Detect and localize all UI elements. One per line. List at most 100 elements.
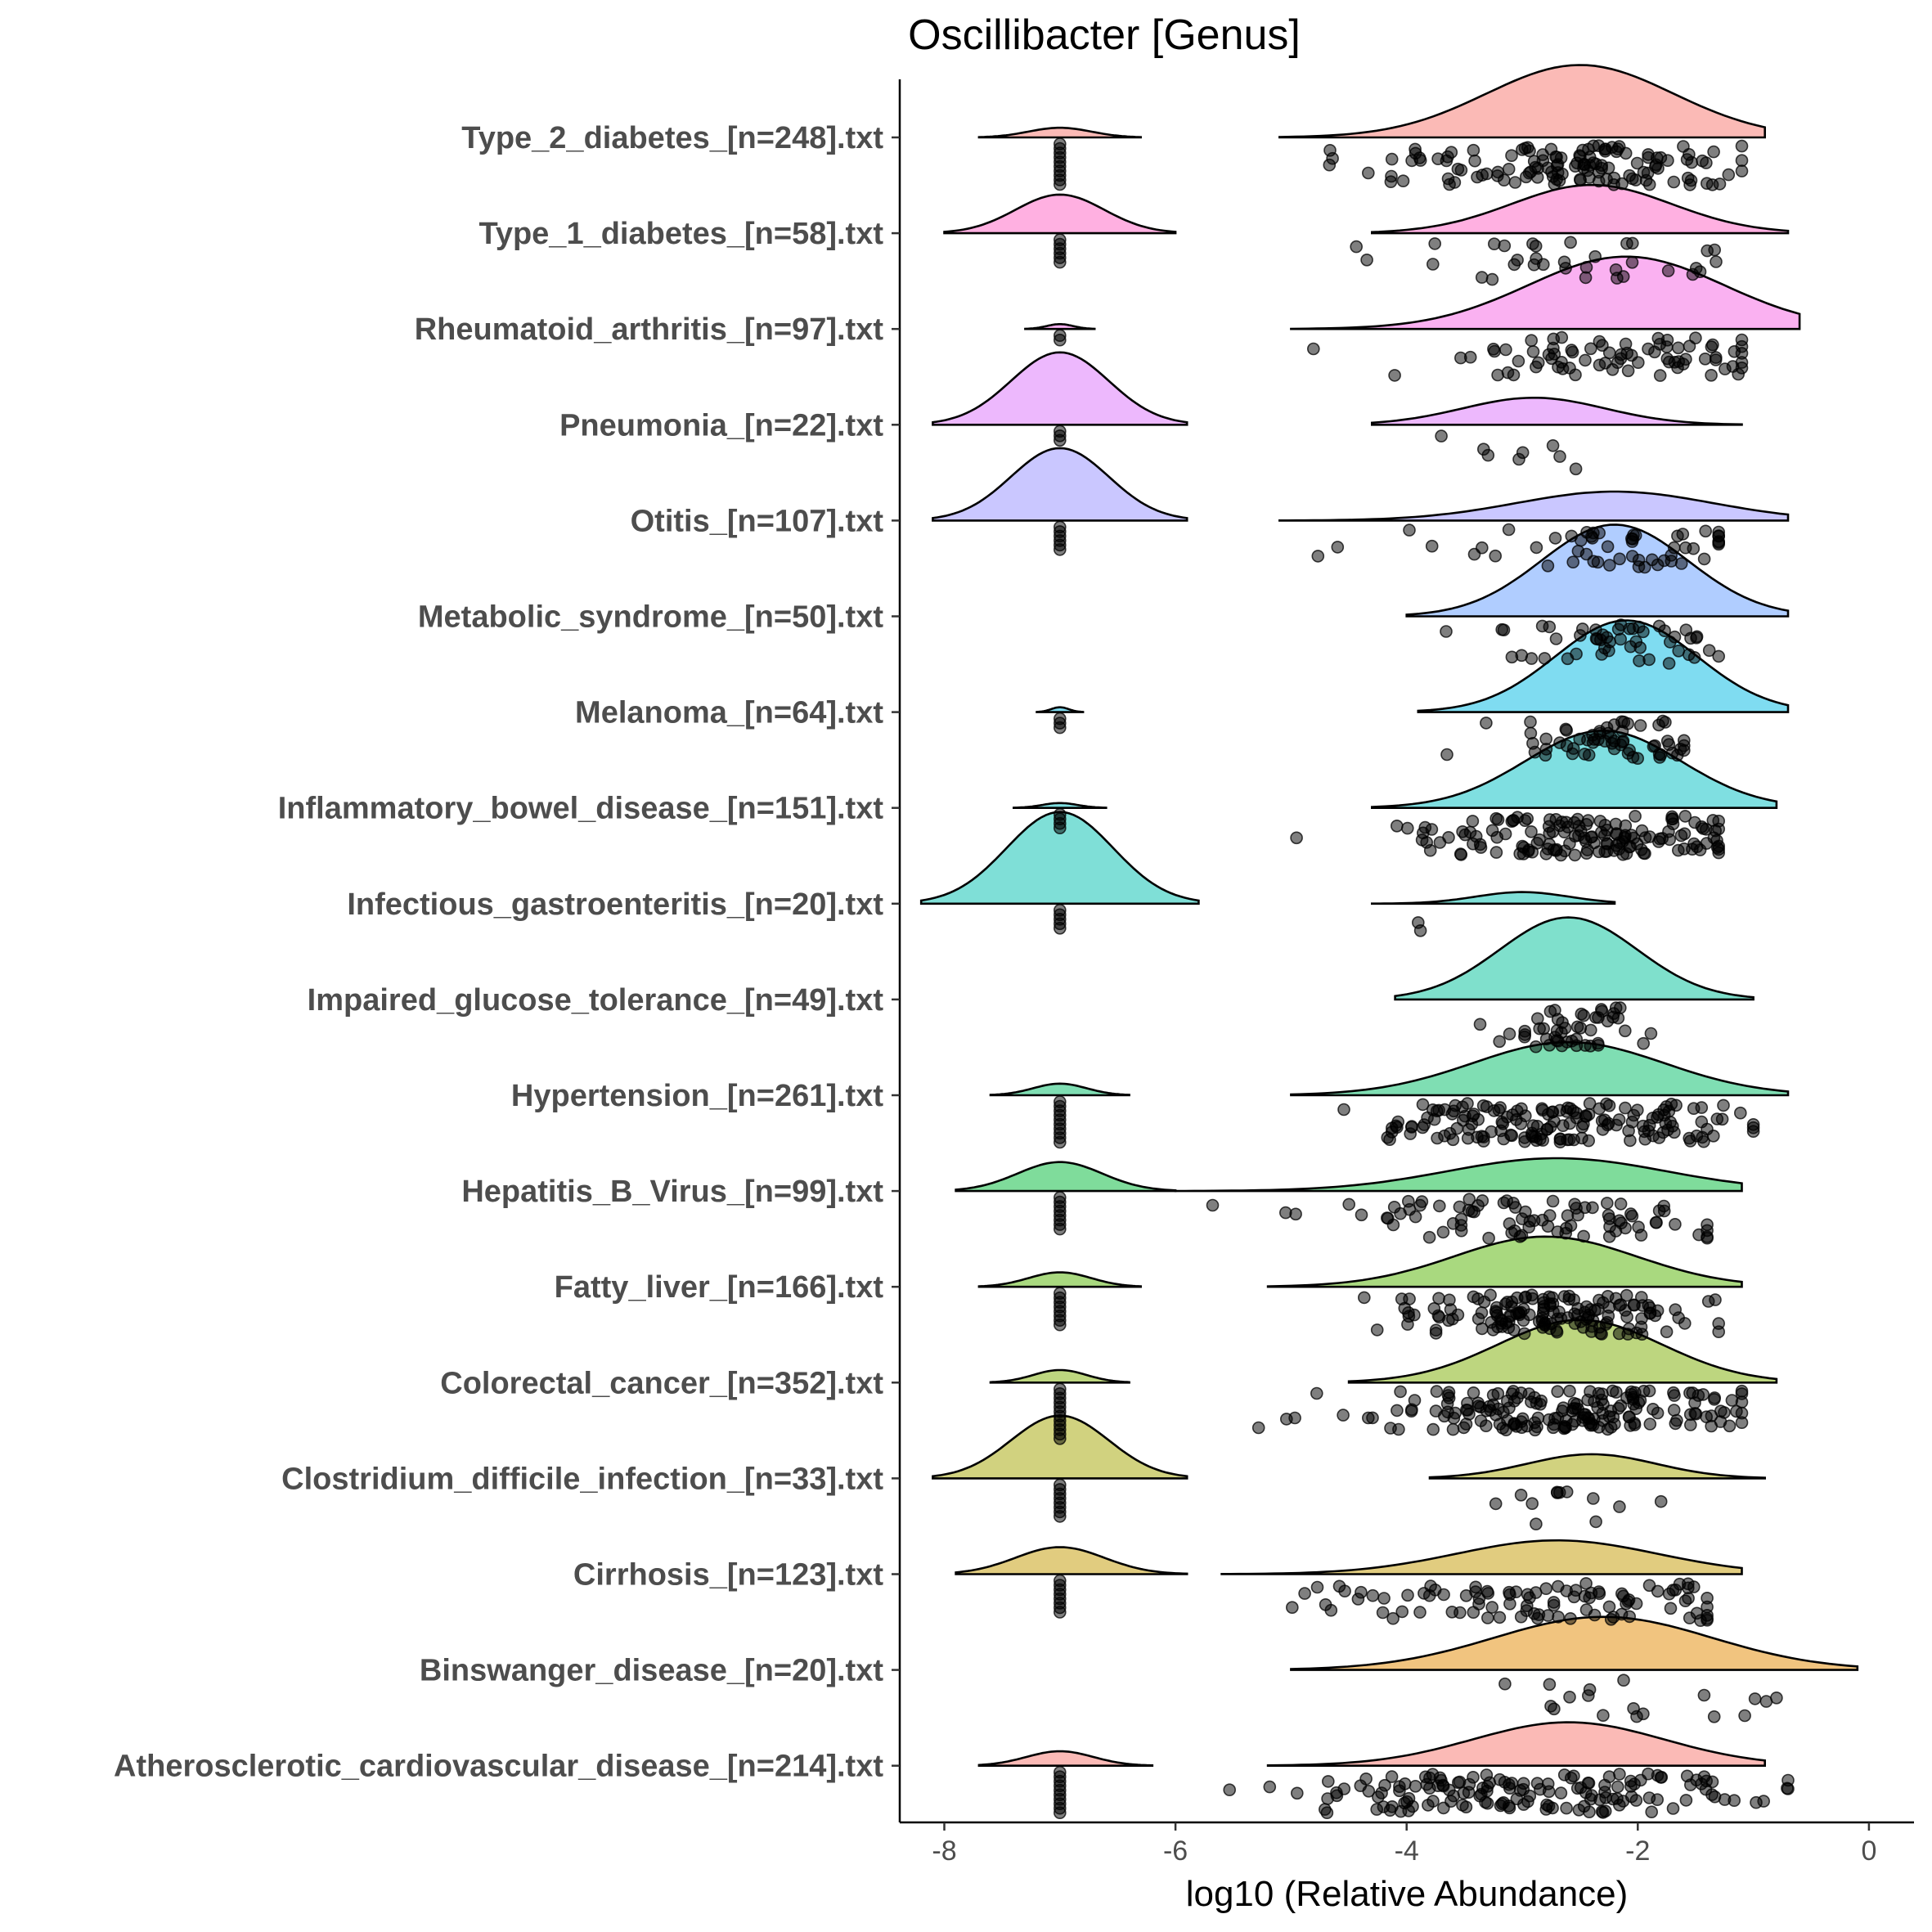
data-point: [1539, 1032, 1553, 1045]
data-point: [1487, 1104, 1501, 1117]
data-point: [1645, 1805, 1658, 1818]
density-curve: [1220, 1539, 1743, 1575]
data-point: [1699, 524, 1712, 538]
data-point: [1581, 164, 1594, 177]
data-point: [1668, 1389, 1681, 1402]
data-point: [1319, 1598, 1332, 1611]
data-point: [1569, 368, 1582, 382]
data-point: [1497, 1405, 1510, 1419]
data-point: [1525, 845, 1539, 859]
data-point: [1584, 1023, 1597, 1037]
data-point: [1337, 1409, 1350, 1422]
data-point: [1701, 1122, 1714, 1136]
density-curve: [1290, 1615, 1859, 1671]
data-point: [1710, 1112, 1724, 1126]
data-point: [1528, 745, 1542, 759]
data-point: [1713, 177, 1727, 191]
data-point: [1480, 717, 1493, 730]
data-point: [1289, 1207, 1302, 1221]
data-point: [1579, 1109, 1593, 1122]
data-point: [1581, 1393, 1594, 1407]
data-point: [1662, 657, 1676, 670]
category-label: Fatty_liver_[n=166].txt: [555, 1270, 884, 1305]
data-point: [1697, 1134, 1710, 1148]
data-point: [1671, 529, 1684, 543]
data-point: [1489, 811, 1503, 825]
data-point: [1351, 1593, 1365, 1606]
data-point: [1563, 1384, 1576, 1398]
data-point: [1628, 1418, 1642, 1431]
data-point: [1587, 1492, 1600, 1505]
data-point: [1679, 1794, 1693, 1807]
data-point: [1667, 541, 1681, 555]
density-curve: [943, 193, 1177, 235]
data-point: [1054, 1318, 1067, 1332]
data-point: [1054, 255, 1067, 269]
data-point: [1553, 1132, 1567, 1145]
data-point: [1649, 1215, 1663, 1229]
data-point: [1688, 1407, 1701, 1420]
data-point: [1696, 154, 1709, 168]
data-point: [1598, 1786, 1611, 1799]
data-point: [1525, 824, 1538, 838]
data-point: [1555, 330, 1569, 344]
data-point: [1531, 356, 1545, 370]
density-curve: [1278, 490, 1790, 522]
data-point: [1629, 810, 1642, 823]
data-point: [1350, 240, 1363, 254]
data-point: [1521, 1599, 1534, 1612]
data-point: [1725, 1394, 1739, 1407]
data-point: [1706, 338, 1719, 352]
data-point: [1560, 739, 1574, 753]
data-point: [1643, 1418, 1657, 1431]
data-point: [1472, 1592, 1486, 1606]
density-curve: [1266, 1235, 1743, 1288]
data-point: [1667, 1404, 1681, 1417]
data-point: [1456, 1799, 1469, 1812]
data-point: [1661, 1123, 1674, 1137]
data-point: [1701, 1592, 1714, 1605]
data-point: [1717, 1099, 1730, 1112]
data-point: [1686, 1386, 1700, 1400]
category-label: Binswanger_disease_[n=20].txt: [420, 1654, 883, 1688]
data-point: [1405, 1120, 1418, 1133]
data-point: [1564, 236, 1577, 249]
density-curve: [977, 1271, 1142, 1288]
data-point: [1326, 151, 1339, 165]
data-point: [1561, 1101, 1575, 1115]
data-point: [1611, 1780, 1624, 1794]
data-point: [1657, 554, 1671, 568]
data-point: [1678, 739, 1691, 753]
data-point: [1712, 814, 1725, 828]
data-point: [1054, 543, 1067, 556]
data-point: [1337, 1103, 1350, 1117]
data-point: [1559, 262, 1572, 275]
data-point: [1477, 1295, 1491, 1309]
data-point: [1577, 1229, 1590, 1243]
data-point: [1493, 1035, 1506, 1049]
data-point: [1355, 1208, 1368, 1222]
data-point: [1603, 559, 1616, 572]
data-point: [1429, 1327, 1443, 1340]
data-point: [1541, 1609, 1555, 1622]
data-point: [1557, 1422, 1570, 1436]
data-point: [1477, 1134, 1490, 1148]
data-point: [1559, 722, 1573, 736]
data-point: [1677, 140, 1690, 153]
data-point: [1622, 1593, 1636, 1606]
data-point: [1557, 1768, 1571, 1781]
data-point: [1632, 560, 1646, 573]
data-point: [1582, 1689, 1595, 1702]
data-point: [1206, 1198, 1220, 1212]
data-point: [1606, 1010, 1620, 1024]
data-point: [1310, 1580, 1324, 1594]
category-label: Infectious_gastroenteritis_[n=20].txt: [347, 887, 883, 922]
data-point: [1557, 1119, 1570, 1132]
data-point: [1551, 1013, 1565, 1026]
data-point: [1507, 814, 1520, 827]
data-point: [1730, 1404, 1743, 1418]
data-point: [1661, 154, 1674, 167]
data-point: [1613, 1799, 1626, 1812]
data-point: [1454, 1212, 1468, 1226]
data-point: [1508, 1201, 1522, 1214]
